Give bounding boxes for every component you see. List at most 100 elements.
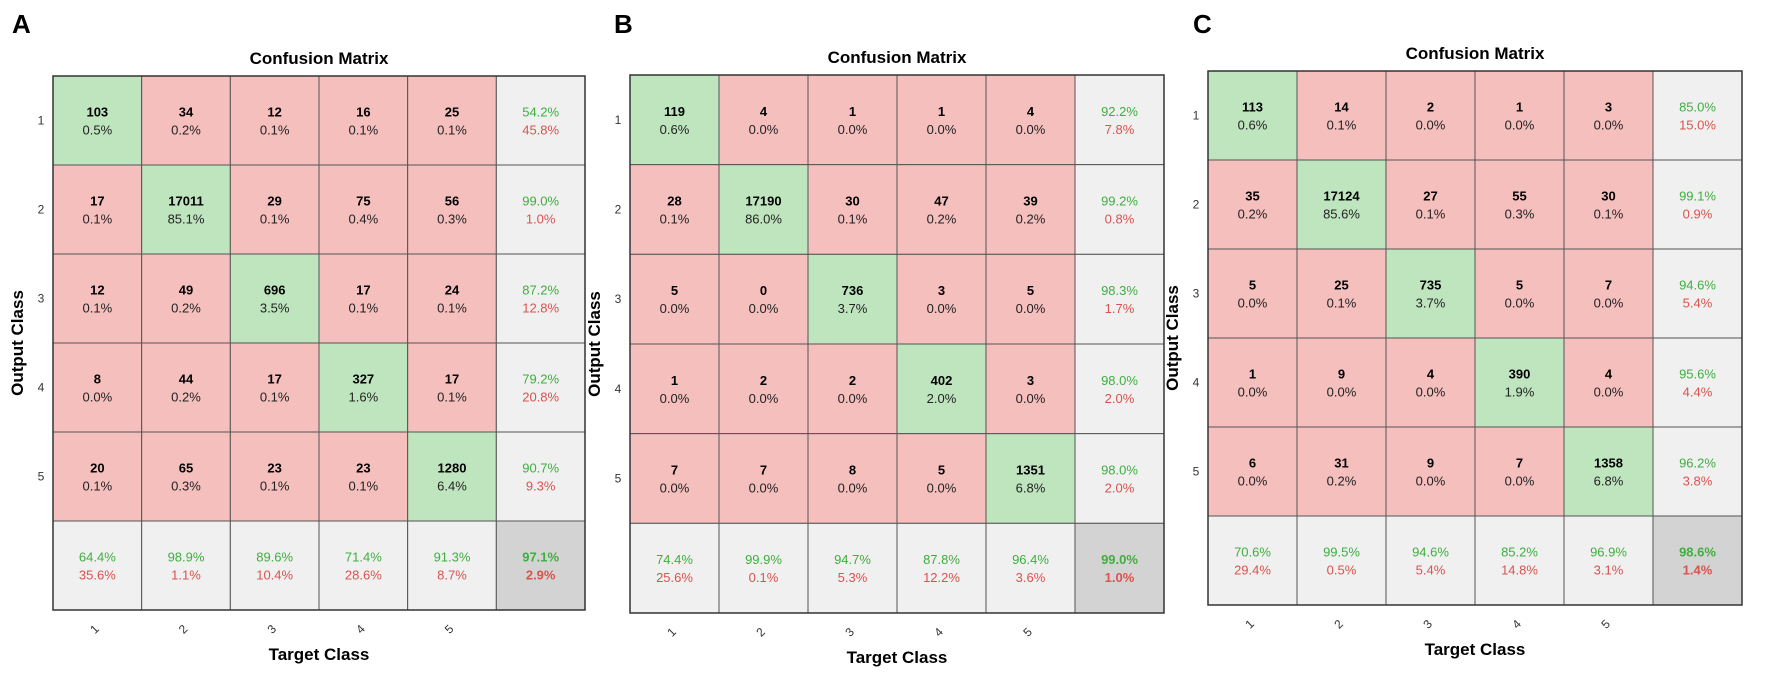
column-recall: 96.9% <box>1590 545 1627 560</box>
cell-count: 736 <box>842 283 864 298</box>
row-error: 0.8% <box>1105 212 1135 227</box>
misclassified-cell <box>229 75 320 166</box>
misclassified-cell <box>629 253 720 345</box>
misclassified-cell <box>718 253 809 345</box>
row-error: 5.4% <box>1683 296 1713 311</box>
misclassified-cell <box>1207 248 1298 339</box>
overall-error: 1.4% <box>1683 563 1713 578</box>
row-summary-cell <box>1652 70 1743 161</box>
cell-percent: 0.0% <box>1016 301 1046 316</box>
y-tick-label: 1 <box>615 113 622 127</box>
cell-percent: 0.0% <box>1505 474 1535 489</box>
cell-percent: 0.1% <box>83 301 113 316</box>
x-tick-label: 3 <box>265 622 280 637</box>
cell-count: 103 <box>86 105 108 120</box>
misclassified-cell <box>318 164 409 255</box>
cell-count: 4 <box>1605 367 1613 382</box>
correct-cell <box>896 343 987 435</box>
cell-count: 6 <box>1249 456 1256 471</box>
cell-percent: 0.0% <box>83 390 113 405</box>
overall-accuracy-cell <box>495 520 586 611</box>
column-summary-cell <box>1563 515 1654 606</box>
cell-percent: 0.0% <box>838 481 868 496</box>
cell-percent: 0.1% <box>349 301 379 316</box>
cell-percent: 0.2% <box>171 301 201 316</box>
x-axis-label: Target Class <box>1425 640 1526 659</box>
row-error: 20.8% <box>522 390 559 405</box>
misclassified-cell <box>1474 426 1565 517</box>
cell-count: 5 <box>1249 278 1256 293</box>
x-tick-label: 3 <box>1420 617 1435 632</box>
row-precision: 90.7% <box>522 461 559 476</box>
x-tick-label: 1 <box>664 625 679 640</box>
matrix-title: Confusion Matrix <box>1406 44 1545 63</box>
column-recall: 87.8% <box>923 552 960 567</box>
misclassified-cell <box>1207 426 1298 517</box>
cell-count: 1358 <box>1594 456 1623 471</box>
row-precision: 95.6% <box>1679 367 1716 382</box>
misclassified-cell <box>1563 159 1654 250</box>
cell-count: 696 <box>264 283 286 298</box>
column-error: 5.3% <box>838 570 868 585</box>
misclassified-cell <box>985 253 1076 345</box>
y-tick-label: 4 <box>38 381 45 395</box>
column-recall: 99.5% <box>1323 545 1360 560</box>
row-precision: 87.2% <box>522 283 559 298</box>
x-tick-label: 5 <box>1598 617 1613 632</box>
column-summary-cell <box>985 522 1076 614</box>
y-tick-label: 3 <box>38 292 45 306</box>
column-summary-cell <box>718 522 809 614</box>
misclassified-cell <box>807 164 898 255</box>
row-summary-cell <box>1074 164 1165 255</box>
cell-percent: 0.0% <box>1416 118 1446 133</box>
misclassified-cell <box>1385 426 1476 517</box>
cell-count: 3 <box>1027 373 1034 388</box>
cell-count: 7 <box>760 463 767 478</box>
misclassified-cell <box>52 253 143 344</box>
misclassified-cell <box>985 164 1076 255</box>
misclassified-cell <box>1296 248 1387 339</box>
cell-count: 5 <box>671 283 678 298</box>
column-recall: 74.4% <box>656 552 693 567</box>
cell-count: 735 <box>1420 278 1442 293</box>
cell-percent: 0.1% <box>1327 118 1357 133</box>
misclassified-cell <box>407 75 497 166</box>
cell-count: 25 <box>445 105 459 120</box>
correct-cell <box>407 431 497 522</box>
row-error: 9.3% <box>526 479 556 494</box>
cell-count: 1 <box>671 373 678 388</box>
cell-count: 2 <box>849 373 856 388</box>
cell-percent: 0.1% <box>260 123 290 138</box>
cell-percent: 0.0% <box>1238 296 1268 311</box>
cell-count: 17 <box>356 283 370 298</box>
row-summary-cell <box>495 253 586 344</box>
cell-percent: 0.3% <box>171 479 201 494</box>
misclassified-cell <box>318 253 409 344</box>
row-error: 12.8% <box>522 301 559 316</box>
row-error: 4.4% <box>1683 385 1713 400</box>
cell-percent: 0.2% <box>1238 207 1268 222</box>
cell-count: 35 <box>1245 189 1259 204</box>
cell-count: 25 <box>1334 278 1348 293</box>
cell-count: 402 <box>931 373 953 388</box>
column-error: 14.8% <box>1501 563 1538 578</box>
y-tick-label: 2 <box>615 203 622 217</box>
misclassified-cell <box>1385 159 1476 250</box>
cell-count: 5 <box>1516 278 1523 293</box>
cell-count: 17 <box>445 372 459 387</box>
cell-percent: 0.1% <box>260 390 290 405</box>
row-error: 0.9% <box>1683 207 1713 222</box>
overall-error: 1.0% <box>1105 570 1135 585</box>
cell-count: 4 <box>760 104 768 119</box>
correct-cell <box>1296 159 1387 250</box>
cell-percent: 0.0% <box>660 481 690 496</box>
cell-count: 113 <box>1242 100 1263 115</box>
y-tick-label: 3 <box>615 292 622 306</box>
correct-cell <box>141 164 231 255</box>
misclassified-cell <box>229 342 320 433</box>
cell-percent: 0.1% <box>349 123 379 138</box>
y-axis-label: Output Class <box>8 290 27 396</box>
cell-percent: 0.0% <box>1238 385 1268 400</box>
row-error: 15.0% <box>1679 118 1716 133</box>
column-summary-cell <box>141 520 231 611</box>
